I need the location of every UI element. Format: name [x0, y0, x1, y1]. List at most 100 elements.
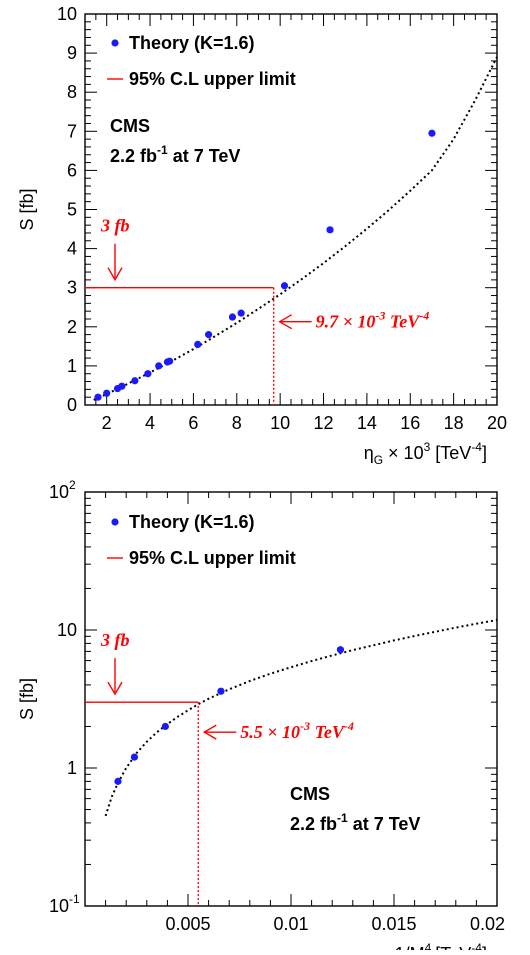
x-title-close: ]	[482, 944, 487, 950]
theory-point	[237, 309, 245, 317]
x-tick-label: 12	[314, 413, 334, 433]
y-tick-label: 9	[67, 43, 77, 63]
limit-x-label-unit-exp: -4	[344, 719, 354, 733]
x-tick-label: 20	[487, 413, 507, 433]
experiment-label: CMS	[110, 116, 150, 136]
y-tick-base: 10	[57, 620, 77, 640]
limit-x-label-exp: -3	[300, 719, 310, 733]
theory-point	[336, 646, 345, 654]
y-tick-base: 10	[49, 896, 69, 916]
theory-point	[165, 357, 174, 365]
x-tick-label: 0.02	[470, 914, 505, 934]
luminosity-exp: -1	[337, 811, 348, 825]
x-title-unit-sup: -4	[471, 941, 482, 950]
legend-label-limit: 95% C.L upper limit	[129, 69, 296, 89]
y-tick-label: 6	[67, 160, 77, 180]
theory-point	[94, 393, 102, 401]
y-tick-label: 10	[49, 482, 69, 502]
theory-point	[114, 777, 122, 785]
y-tick-label: 8	[67, 82, 77, 102]
y-tick-base: 10	[49, 482, 69, 502]
x-tick-label: 16	[400, 413, 420, 433]
x-tick-label: 6	[188, 413, 198, 433]
fit-curve	[93, 56, 498, 401]
limit-x-label-unit: TeV	[385, 312, 421, 332]
theory-point	[118, 382, 126, 390]
theory-point	[217, 687, 225, 695]
fit-curve	[104, 619, 498, 817]
y-tick-base: 1	[67, 758, 77, 778]
x-title-unit: [TeV	[430, 443, 471, 463]
legend-label-theory: Theory (K=1.6)	[129, 33, 255, 53]
theory-point	[161, 722, 169, 731]
legend-label-limit: 95% C.L upper limit	[129, 548, 296, 568]
limit-y-arrow-head	[107, 267, 123, 282]
y-tick-exponent: -1	[69, 892, 80, 906]
limit-y-label: 3 fb	[100, 630, 130, 650]
legend-label-theory: Theory (K=1.6)	[129, 512, 255, 532]
x-title-pre: 1/M	[395, 944, 425, 950]
x-title-eta: η	[364, 443, 374, 463]
y-tick-label: 10	[49, 896, 69, 916]
theory-point	[155, 362, 163, 370]
x-tick-label: 8	[232, 413, 242, 433]
x-axis-title: ηG × 103 [TeV-4]	[364, 440, 487, 467]
y-axis-title: S [fb]	[17, 188, 37, 230]
y-tick-label: 3	[67, 278, 77, 298]
x-tick-label: 0.01	[273, 914, 308, 934]
limit-x-label-exp: -3	[375, 309, 385, 323]
luminosity-energy: at 7 TeV	[168, 146, 241, 166]
y-tick-exponent: 2	[69, 478, 76, 492]
limit-x-label-base: 9.7 × 10	[316, 312, 376, 332]
x-tick-label: 10	[270, 413, 290, 433]
theory-point	[205, 331, 213, 339]
luminosity-label: 2.2 fb-1 at 7 TeV	[290, 811, 420, 834]
y-tick-label: 7	[67, 121, 77, 141]
x-title-close: ]	[482, 443, 487, 463]
limit-x-arrow-head	[202, 724, 217, 740]
limit-x-label: 9.7 × 10-3 TeV-4	[316, 309, 430, 332]
y-tick-label: 0	[67, 395, 77, 415]
limit-x-label-base: 5.5 × 10	[240, 722, 300, 742]
limit-y-arrow-head	[107, 681, 123, 696]
limit-x-label-unit-exp: -4	[419, 309, 429, 323]
x-title-unit-sup: -4	[471, 440, 482, 454]
y-tick-label: 1	[67, 356, 77, 376]
y-tick-label: 4	[67, 239, 77, 259]
x-title-unit: [TeV	[430, 944, 471, 950]
theory-point	[103, 389, 111, 397]
limit-x-arrow-head	[278, 314, 293, 330]
x-tick-label: 0.005	[165, 914, 210, 934]
theory-point	[144, 370, 152, 378]
theory-point	[280, 282, 289, 290]
y-tick-label: 1	[67, 758, 77, 778]
theory-point	[194, 340, 202, 348]
theory-point	[228, 313, 237, 321]
luminosity-energy: at 7 TeV	[348, 814, 421, 834]
luminosity-base: 2.2 fb	[110, 146, 157, 166]
theory-point	[131, 377, 139, 385]
theory-point	[130, 753, 139, 761]
x-axis-title: 1/M4s [TeV-4]	[395, 941, 487, 950]
luminosity-base: 2.2 fb	[290, 814, 337, 834]
x-tick-label: 0.015	[371, 914, 416, 934]
experiment-label: CMS	[290, 784, 330, 804]
x-title-sup: 3	[424, 440, 431, 454]
x-tick-label: 4	[145, 413, 155, 433]
x-tick-label: 2	[102, 413, 112, 433]
luminosity-label: 2.2 fb-1 at 7 TeV	[110, 143, 240, 166]
x-title-mid: × 10	[383, 443, 424, 463]
x-title-sub: G	[374, 453, 383, 467]
y-tick-label: 10	[57, 620, 77, 640]
limit-x-label-unit: TeV	[310, 722, 346, 742]
x-title-sup: 4	[425, 941, 432, 950]
luminosity-exp: -1	[157, 143, 168, 157]
y-axis-title: S [fb]	[17, 678, 37, 720]
y-tick-label: 10	[57, 4, 77, 24]
legend-marker-theory	[111, 39, 119, 47]
y-tick-label: 5	[67, 200, 77, 220]
